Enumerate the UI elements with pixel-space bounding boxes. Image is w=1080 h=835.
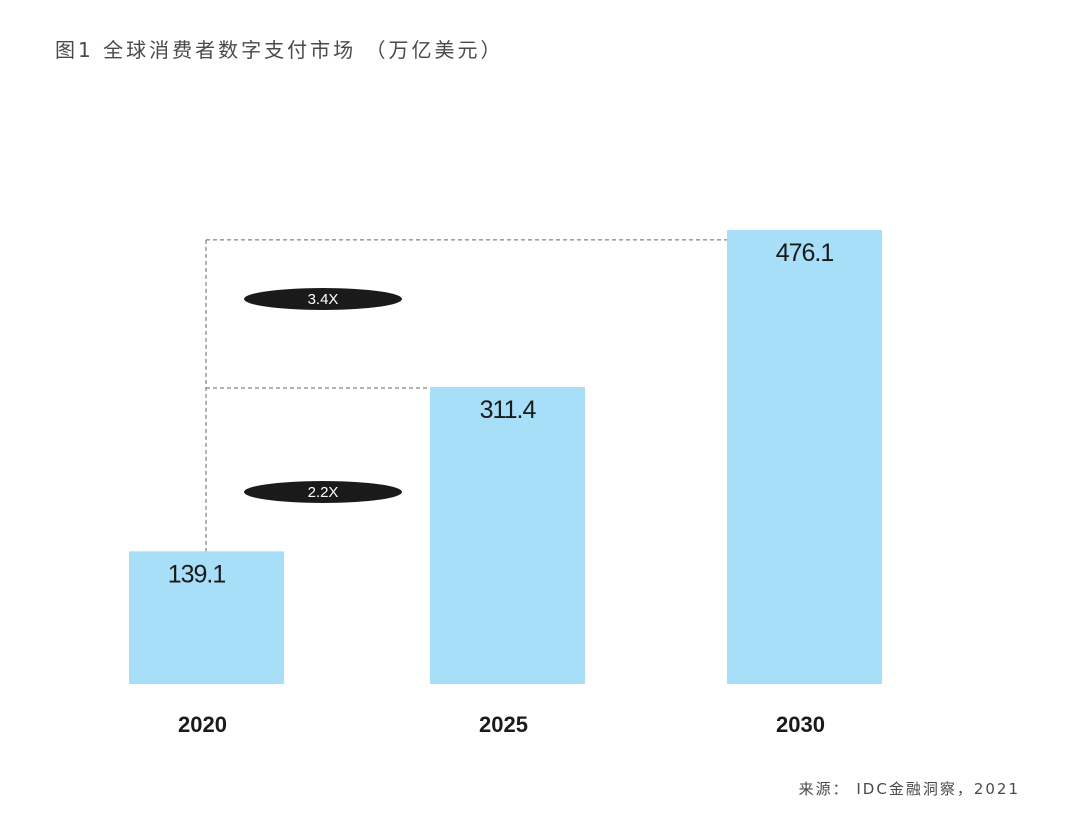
growth-badge-2025: [244, 481, 402, 503]
growth-badge-label-2030: 3.4X: [308, 291, 339, 308]
bar-2025: [430, 386, 585, 684]
source-note: 来源： IDC金融洞察，2021: [798, 780, 1020, 798]
category-label-2025: 2025: [479, 712, 528, 737]
bar-2020: [129, 551, 284, 684]
chart-title: 图1 全球消费者数字支付市场 （万亿美元）: [55, 38, 504, 62]
growth-badge-2030: [244, 288, 402, 310]
value-label-2020: 139.1: [168, 560, 226, 588]
category-label-2030: 2030: [776, 712, 825, 737]
growth-badge-label-2025: 2.2X: [308, 484, 339, 501]
category-label-2020: 2020: [178, 712, 227, 737]
value-label-2030: 476.1: [776, 239, 834, 267]
value-label-2025: 311.4: [480, 396, 537, 424]
bar-2030: [727, 229, 882, 684]
